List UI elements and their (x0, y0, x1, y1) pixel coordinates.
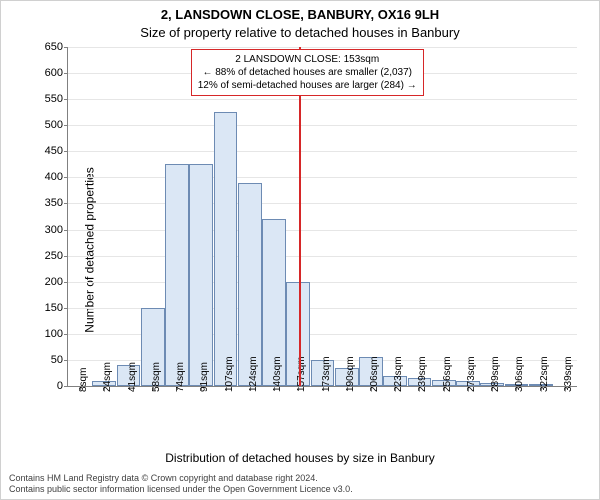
credits-line1: Contains HM Land Registry data © Crown c… (9, 473, 353, 484)
plot-area: 0501001502002503003504004505005506006508… (67, 47, 577, 387)
ytick-label: 200 (45, 276, 63, 288)
ytick-mark (64, 334, 68, 335)
ytick-mark (64, 47, 68, 48)
chart-container: 2, LANSDOWN CLOSE, BANBURY, OX16 9LH Siz… (0, 0, 600, 500)
ytick-mark (64, 282, 68, 283)
ytick-label: 0 (57, 380, 63, 392)
gridline (68, 99, 577, 100)
xtick-label: 173sqm (321, 356, 332, 392)
xtick-label: 157sqm (296, 356, 307, 392)
xtick-label: 206sqm (369, 356, 380, 392)
xtick-label: 124sqm (248, 356, 259, 392)
ytick-mark (64, 125, 68, 126)
xtick-label: 289sqm (490, 356, 501, 392)
ytick-label: 100 (45, 328, 63, 340)
ytick-mark (64, 386, 68, 387)
ytick-label: 50 (51, 354, 63, 366)
xtick-label: 24sqm (102, 362, 113, 392)
ytick-mark (64, 73, 68, 74)
xtick-label: 273sqm (466, 356, 477, 392)
x-axis-label: Distribution of detached houses by size … (1, 451, 599, 465)
ytick-label: 250 (45, 250, 63, 262)
ytick-label: 500 (45, 119, 63, 131)
gridline (68, 177, 577, 178)
credits-text: Contains HM Land Registry data © Crown c… (9, 473, 353, 496)
xtick-label: 339sqm (563, 356, 574, 392)
xtick-label: 322sqm (539, 356, 550, 392)
gridline (68, 47, 577, 48)
xtick-label: 306sqm (514, 356, 525, 392)
ytick-mark (64, 177, 68, 178)
gridline (68, 203, 577, 204)
ytick-label: 550 (45, 93, 63, 105)
xtick-label: 8sqm (78, 368, 89, 392)
histogram-bar (214, 112, 238, 386)
xtick-label: 256sqm (442, 356, 453, 392)
ytick-label: 400 (45, 171, 63, 183)
ytick-mark (64, 360, 68, 361)
ytick-mark (64, 256, 68, 257)
gridline (68, 151, 577, 152)
xtick-label: 140sqm (272, 356, 283, 392)
histogram-bar (165, 164, 189, 386)
gridline (68, 256, 577, 257)
credits-line2: Contains public sector information licen… (9, 484, 353, 495)
ytick-label: 650 (45, 41, 63, 53)
reference-line (299, 47, 301, 386)
xtick-label: 190sqm (345, 356, 356, 392)
gridline (68, 282, 577, 283)
chart-title-line1: 2, LANSDOWN CLOSE, BANBURY, OX16 9LH (1, 7, 599, 22)
ytick-mark (64, 203, 68, 204)
ytick-label: 450 (45, 145, 63, 157)
callout-line: 2 LANSDOWN CLOSE: 153sqm (198, 53, 417, 66)
xtick-label: 74sqm (175, 362, 186, 392)
ytick-mark (64, 151, 68, 152)
xtick-label: 58sqm (151, 362, 162, 392)
ytick-mark (64, 308, 68, 309)
ytick-label: 150 (45, 302, 63, 314)
chart-title-line2: Size of property relative to detached ho… (1, 25, 599, 40)
callout-box: 2 LANSDOWN CLOSE: 153sqm← 88% of detache… (191, 49, 424, 96)
gridline (68, 230, 577, 231)
gridline (68, 125, 577, 126)
ytick-label: 600 (45, 67, 63, 79)
xtick-label: 91sqm (199, 362, 210, 392)
xtick-label: 107sqm (224, 356, 235, 392)
callout-line: 12% of semi-detached houses are larger (… (198, 79, 417, 92)
ytick-mark (64, 99, 68, 100)
ytick-label: 350 (45, 197, 63, 209)
ytick-mark (64, 230, 68, 231)
xtick-label: 239sqm (417, 356, 428, 392)
xtick-label: 223sqm (393, 356, 404, 392)
histogram-bar (189, 164, 213, 386)
callout-line: ← 88% of detached houses are smaller (2,… (198, 66, 417, 79)
xtick-label: 41sqm (127, 362, 138, 392)
ytick-label: 300 (45, 224, 63, 236)
